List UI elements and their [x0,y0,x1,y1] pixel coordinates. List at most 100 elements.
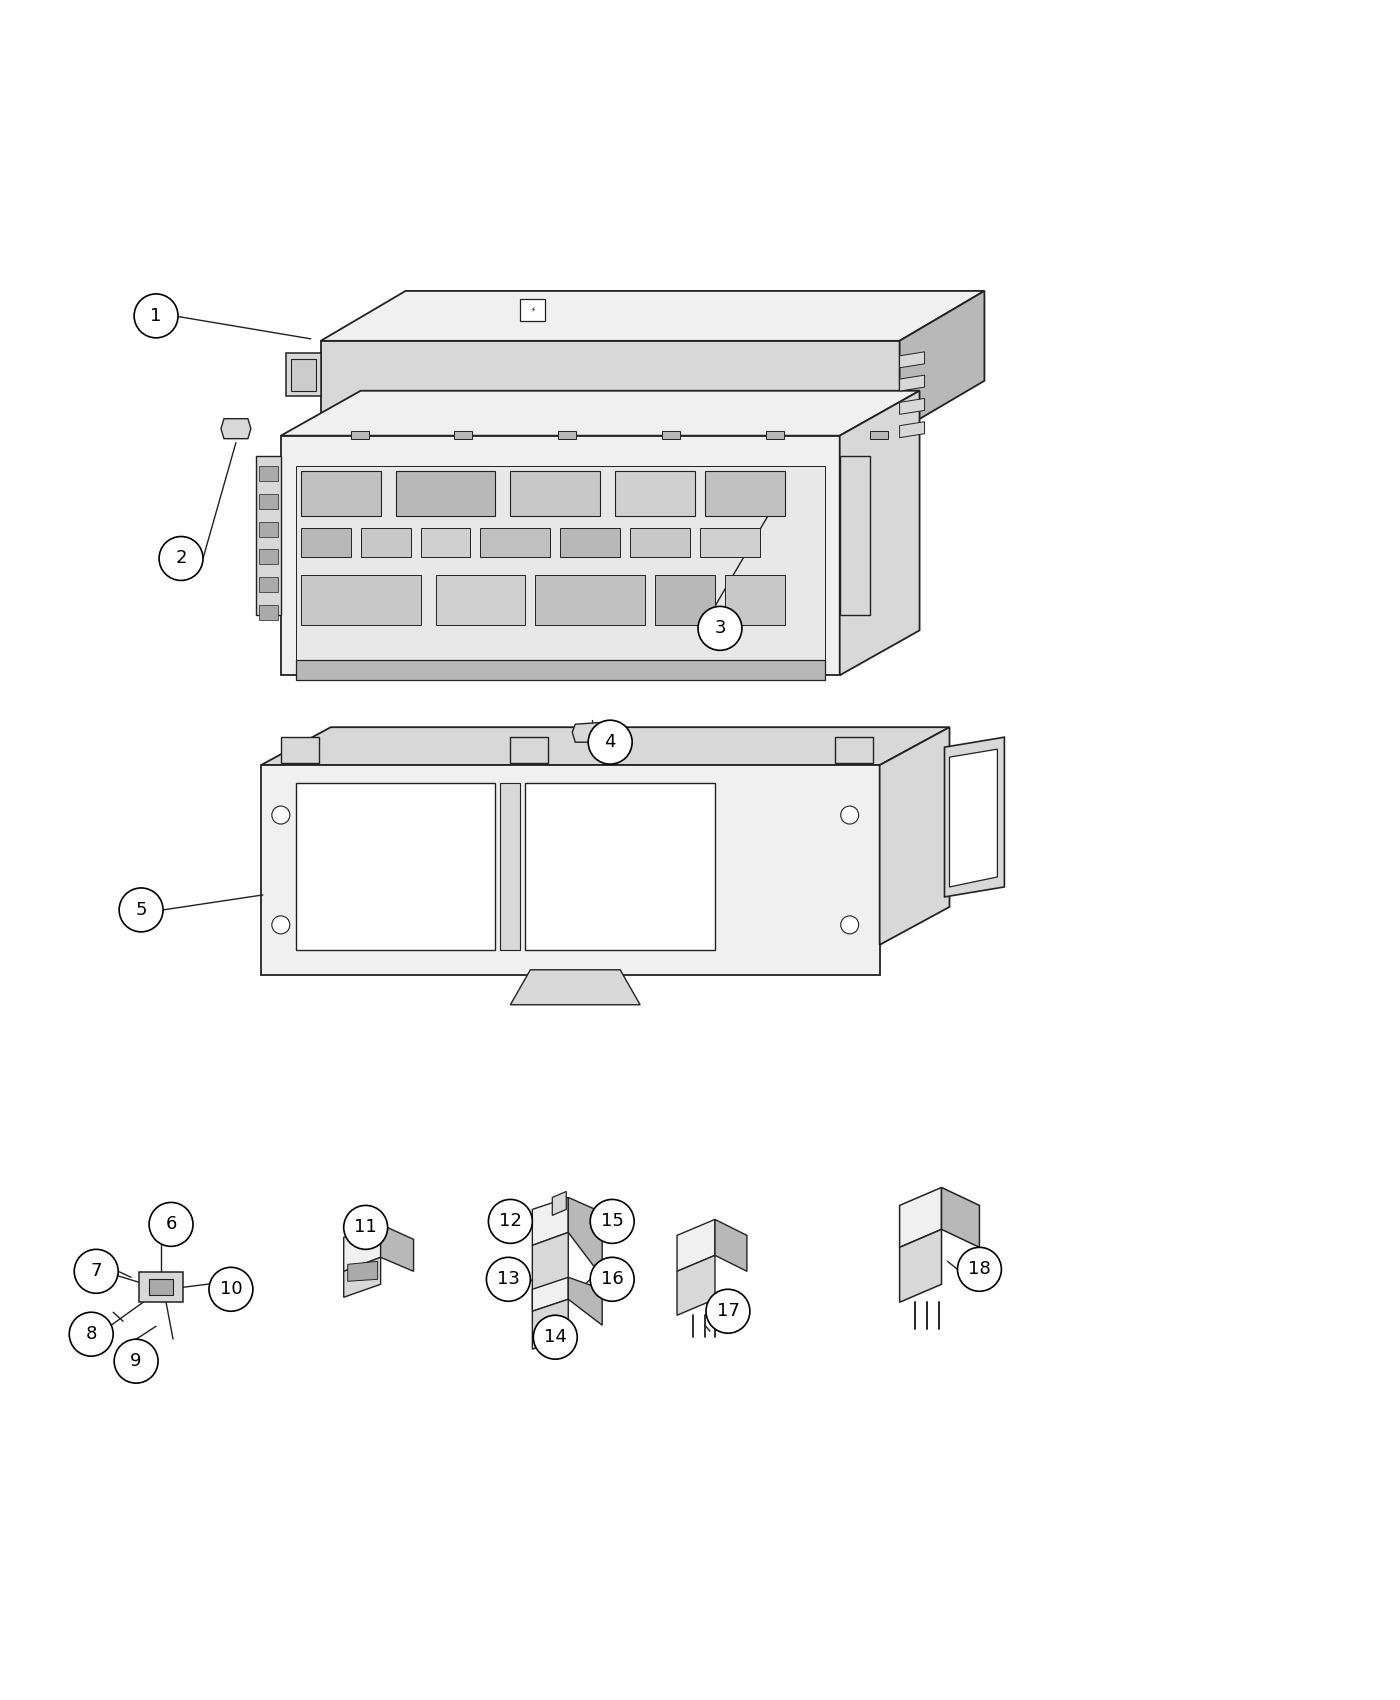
Circle shape [958,1248,1001,1292]
Circle shape [591,1200,634,1243]
Circle shape [841,916,858,933]
Polygon shape [344,1258,381,1297]
Text: 15: 15 [601,1212,623,1231]
Text: 8: 8 [85,1326,97,1343]
Polygon shape [766,430,784,439]
Polygon shape [655,575,715,626]
Polygon shape [834,738,872,763]
Polygon shape [706,471,785,515]
Circle shape [119,887,162,932]
Circle shape [160,537,203,580]
Polygon shape [942,1187,980,1248]
Polygon shape [260,728,949,765]
Polygon shape [281,435,840,675]
Polygon shape [420,527,470,558]
Polygon shape [725,575,785,626]
Polygon shape [321,340,900,430]
Polygon shape [259,578,277,592]
Polygon shape [900,352,924,367]
Text: 11: 11 [354,1219,377,1236]
Polygon shape [521,299,546,321]
Text: 6: 6 [165,1216,176,1234]
Circle shape [489,1200,532,1243]
Polygon shape [381,1224,413,1272]
Text: 16: 16 [601,1270,623,1289]
Polygon shape [148,1280,174,1295]
Polygon shape [396,471,496,515]
Text: 13: 13 [497,1270,519,1289]
Text: 14: 14 [543,1328,567,1346]
Polygon shape [532,1197,568,1246]
Polygon shape [532,1232,568,1309]
Polygon shape [350,430,368,439]
Polygon shape [281,738,319,763]
Polygon shape [573,722,608,743]
Polygon shape [568,1277,602,1326]
Text: 17: 17 [717,1302,739,1321]
Circle shape [841,806,858,824]
Circle shape [69,1312,113,1357]
Polygon shape [301,575,420,626]
Polygon shape [435,575,525,626]
Polygon shape [900,398,924,415]
Circle shape [148,1202,193,1246]
Text: 12: 12 [498,1212,522,1231]
Polygon shape [559,430,577,439]
Polygon shape [259,522,277,537]
Polygon shape [221,418,251,439]
Polygon shape [301,527,350,558]
Polygon shape [291,359,316,391]
Circle shape [706,1289,750,1333]
Text: 10: 10 [220,1280,242,1299]
Polygon shape [260,765,879,974]
Polygon shape [295,784,496,950]
Polygon shape [535,575,645,626]
Polygon shape [900,1187,942,1248]
Polygon shape [949,750,997,887]
Polygon shape [552,1192,566,1215]
Polygon shape [662,430,680,439]
Polygon shape [256,456,281,615]
Polygon shape [259,466,277,481]
Polygon shape [630,527,690,558]
Text: 1: 1 [150,308,162,325]
Circle shape [115,1340,158,1384]
Polygon shape [715,1219,748,1272]
Polygon shape [840,456,869,615]
Circle shape [272,916,290,933]
Circle shape [74,1250,118,1294]
Polygon shape [525,784,715,950]
Polygon shape [945,738,1004,898]
Polygon shape [295,660,825,680]
Polygon shape [139,1272,183,1302]
Polygon shape [560,527,620,558]
Polygon shape [678,1255,715,1316]
Circle shape [134,294,178,338]
Polygon shape [286,354,321,396]
Polygon shape [900,376,924,391]
Polygon shape [615,471,694,515]
Polygon shape [532,1277,568,1311]
Polygon shape [511,471,601,515]
Polygon shape [869,430,888,439]
Polygon shape [678,1219,715,1272]
Text: 3: 3 [714,619,725,638]
Text: 5: 5 [136,901,147,920]
Polygon shape [500,784,521,950]
Circle shape [344,1205,388,1250]
Polygon shape [511,738,549,763]
Polygon shape [900,422,924,437]
Circle shape [209,1266,253,1311]
Polygon shape [700,527,760,558]
Text: 7: 7 [91,1263,102,1280]
Circle shape [591,1258,634,1300]
Text: 18: 18 [967,1260,991,1278]
Polygon shape [879,728,949,945]
Polygon shape [259,549,277,564]
Circle shape [486,1258,531,1300]
Circle shape [272,806,290,824]
Circle shape [533,1316,577,1360]
Text: ⚡: ⚡ [531,308,535,313]
Polygon shape [532,1299,568,1350]
Polygon shape [281,391,920,435]
